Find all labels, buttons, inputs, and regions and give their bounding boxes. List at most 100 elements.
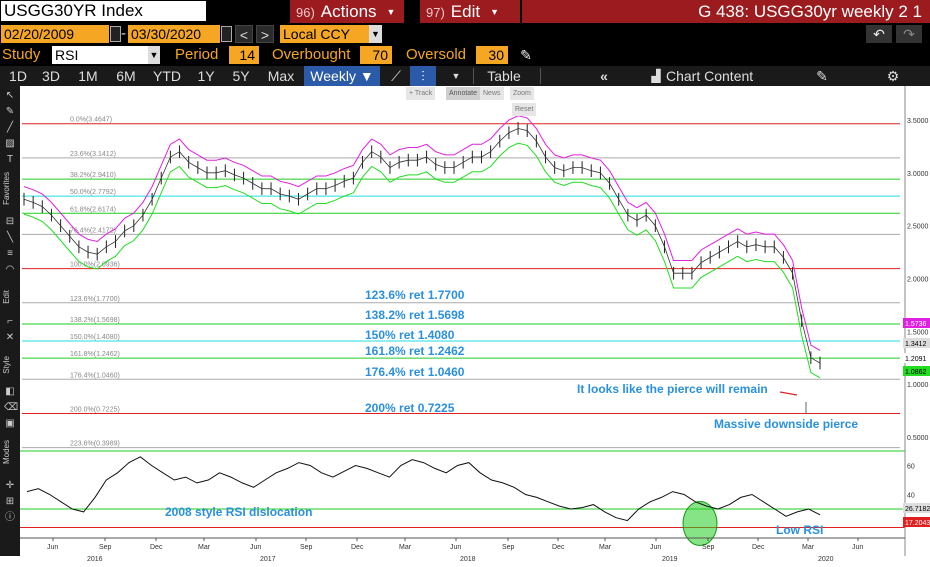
lower-band [23, 142, 821, 379]
chevron-down-icon: ▼ [490, 7, 500, 17]
rsi-tick-1: 40 [907, 493, 915, 500]
calendar-icon[interactable] [110, 26, 121, 42]
price-tick-5: 1.0000 [907, 382, 929, 389]
lock-icon[interactable]: ▣ [5, 418, 15, 429]
table-button[interactable]: Table [487, 68, 521, 84]
period-button-1y[interactable]: 1Y [197, 68, 215, 84]
period-button-6m[interactable]: 6M [116, 68, 136, 84]
x-tick-14: Dec [752, 544, 765, 551]
calendar-icon[interactable] [221, 26, 232, 42]
bar-chart-icon[interactable]: ⫶ [410, 66, 436, 86]
redo-icon[interactable]: ↷ [896, 25, 922, 43]
x-tick-11: Mar [599, 544, 612, 551]
edit-menu[interactable]: 97) Edit ▼ [420, 0, 520, 23]
cross-tool-icon[interactable]: ✕ [5, 332, 15, 343]
fib-label-11: 176.4%(1.0460) [70, 372, 120, 379]
study-select[interactable]: RSI [52, 46, 160, 64]
edit-tab[interactable]: Edit [2, 290, 11, 304]
annotation-4: 176.4% ret 1.0460 [365, 365, 465, 379]
mini-tool-2[interactable]: News [480, 87, 504, 100]
rsi-line [26, 456, 821, 522]
pen-icon[interactable]: ✎ [5, 106, 15, 117]
color-tool-icon[interactable]: ◧ [5, 386, 15, 397]
x-tick-12: Jun [650, 544, 661, 551]
reset-button[interactable]: Reset [512, 103, 537, 116]
x-tick-16: Jun [852, 544, 863, 551]
chevron-down-icon[interactable]: ▼ [148, 46, 160, 64]
mini-tool-3[interactable]: Zoom [510, 87, 534, 100]
period-button-5y[interactable]: 5Y [232, 68, 250, 84]
line-tool-icon[interactable]: ╱ [6, 122, 14, 133]
channel-tool-icon[interactable]: ⊟ [5, 216, 15, 227]
period-button-1d[interactable]: 1D [9, 68, 27, 84]
overbought-input[interactable]: 70 [360, 46, 392, 64]
rsi-tick-0: 60 [907, 464, 915, 471]
fib-label-4: 61.8%(2.6174) [70, 206, 116, 213]
collapse-icon[interactable]: « [600, 68, 608, 84]
period-button-1m[interactable]: 1M [78, 68, 98, 84]
period-button-max[interactable]: Max [267, 68, 295, 84]
measure-icon[interactable]: ⊞ [5, 496, 15, 507]
weekly-select[interactable]: Weekly ▼ [304, 66, 380, 86]
edit-label: Edit [450, 2, 481, 21]
top-bar: USGG30YR Index 96) Actions ▼ 97) Edit ▼ G 43… [0, 0, 930, 23]
right-label-bg-4 [903, 503, 930, 513]
pencil-icon[interactable]: ✎ [520, 47, 532, 63]
actions-menu[interactable]: 96) Actions ▼ [290, 0, 404, 23]
oversold-label: Oversold [406, 46, 467, 63]
x-tick-6: Dec [351, 544, 364, 551]
fib-label-1: 23.6%(3.1412) [70, 151, 116, 158]
undo-icon[interactable]: ↶ [866, 25, 892, 43]
line-chart-icon[interactable]: ⟋ [391, 68, 401, 84]
price-tick-0: 3.5000 [907, 118, 929, 125]
study-bar: Study RSI ▼ Period 14 Overbought 70 Over… [0, 45, 930, 65]
info-icon[interactable]: ⓘ [5, 512, 15, 523]
oversold-input[interactable]: 30 [476, 46, 508, 64]
currency-select[interactable]: Local CCY [280, 25, 380, 43]
edit-chart-icon[interactable]: ✎ [816, 68, 828, 84]
chevron-down-icon[interactable]: ▼ [369, 25, 382, 43]
prev-arrow-icon[interactable]: < [235, 25, 253, 43]
shape-tool-icon[interactable]: ▨ [5, 138, 15, 149]
price-tick-3: 2.0000 [907, 277, 929, 284]
price-tick-6: 0.5000 [907, 435, 929, 442]
fib-label-8: 138.2%(1.5698) [70, 317, 120, 324]
period-input[interactable]: 14 [229, 46, 259, 64]
chart-content-button[interactable]: Chart Content [666, 68, 754, 84]
x-tick-10: Dec [552, 544, 565, 551]
fib-tool-icon[interactable]: ≡ [7, 248, 13, 259]
chart-toolbar: 1D 3D 1M 6M YTD 1Y 5Y Max Weekly ▼ ⟋ ⫶ ▼ Table … [0, 66, 930, 86]
chart-content-icon[interactable]: ▟ [651, 69, 661, 83]
style-tab[interactable]: Style [2, 356, 11, 374]
period-button-3d[interactable]: 3D [42, 68, 60, 84]
gear-icon[interactable]: ⚙ [886, 68, 900, 84]
mini-tool-0[interactable]: + Track [406, 87, 436, 100]
fib-label-0: 0.0%(3.4647) [70, 117, 112, 124]
ticker-field[interactable]: USGG30YR Index [1, 1, 206, 21]
favorites-tab[interactable]: Favorites [2, 172, 11, 205]
chevron-down-icon[interactable]: ▼ [451, 71, 461, 81]
crosshair-icon[interactable]: ✛ [5, 480, 15, 491]
upper-band [23, 115, 821, 351]
right-label-4: 26.7182 [905, 506, 930, 513]
modes-tab[interactable]: Modes [2, 440, 11, 465]
price-line [23, 128, 821, 364]
period-label: Period [175, 46, 219, 63]
eraser-icon[interactable]: ⌫ [4, 402, 19, 413]
mini-tool-1[interactable]: Annotate [446, 87, 481, 100]
start-date-input[interactable]: 02/20/2009 [1, 25, 109, 43]
end-date-input[interactable]: 03/30/2020 [128, 25, 220, 43]
period-button-ytd[interactable]: YTD [153, 68, 181, 84]
fib-label-12: 200.0%(0.7225) [70, 406, 120, 413]
year-label-1: 2017 [260, 556, 276, 563]
bracket-tool-icon[interactable]: ⌐ [7, 316, 13, 327]
text-tool-icon[interactable]: T [6, 154, 14, 165]
next-arrow-icon[interactable]: > [256, 25, 274, 43]
trend-tool-icon[interactable]: ╲ [6, 232, 14, 243]
annotation-0: 123.6% ret 1.7700 [365, 288, 465, 302]
right-label-bg-3 [903, 366, 930, 376]
cursor-icon[interactable]: ↖ [5, 90, 15, 101]
chart-area[interactable]: 0.0%(3.4647) 23.6%(3.1412) 38.2%(2.9410) 50… [0, 86, 930, 567]
arc-tool-icon[interactable]: ◠ [5, 264, 15, 275]
actions-label: Actions [320, 2, 377, 21]
